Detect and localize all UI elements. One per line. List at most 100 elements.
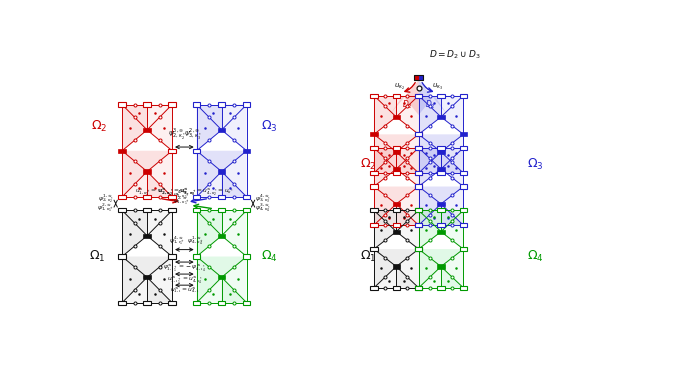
- Polygon shape: [441, 211, 463, 232]
- Polygon shape: [441, 204, 463, 225]
- Polygon shape: [441, 96, 463, 134]
- Polygon shape: [196, 104, 222, 130]
- Text: $D = D_2 \cup D_3$: $D = D_2 \cup D_3$: [429, 48, 481, 61]
- Polygon shape: [147, 171, 172, 197]
- Bar: [168, 149, 176, 153]
- Polygon shape: [441, 148, 463, 187]
- Polygon shape: [122, 277, 147, 303]
- Text: $\;\;\psi_{4,\kappa_4^+}^{1,\infty}$: $\;\;\psi_{4,\kappa_4^+}^{1,\infty}$: [184, 235, 205, 248]
- Bar: [392, 208, 400, 212]
- Polygon shape: [418, 211, 441, 232]
- Bar: [243, 195, 250, 199]
- Bar: [460, 223, 467, 227]
- Text: $\Omega_2$: $\Omega_2$: [360, 157, 376, 172]
- Bar: [370, 185, 378, 188]
- Polygon shape: [396, 211, 418, 249]
- Bar: [438, 167, 444, 171]
- Polygon shape: [196, 211, 222, 257]
- Text: $\Omega_3$: $\Omega_3$: [528, 157, 544, 172]
- Bar: [438, 94, 444, 98]
- Polygon shape: [374, 211, 396, 249]
- Polygon shape: [396, 96, 418, 117]
- Polygon shape: [441, 96, 463, 117]
- Text: $\psi_{2,\kappa_2^*}^{1,\infty}$: $\psi_{2,\kappa_2^*}^{1,\infty}$: [98, 193, 114, 206]
- Polygon shape: [441, 211, 463, 249]
- Bar: [243, 103, 250, 107]
- Bar: [370, 208, 378, 212]
- Bar: [370, 94, 378, 98]
- Bar: [144, 234, 151, 238]
- Bar: [415, 94, 423, 98]
- Bar: [415, 208, 423, 212]
- Polygon shape: [396, 148, 418, 169]
- Bar: [168, 301, 176, 305]
- Bar: [438, 264, 444, 269]
- Bar: [415, 247, 423, 251]
- Polygon shape: [418, 96, 441, 134]
- Bar: [144, 170, 151, 174]
- Text: $u_{\kappa_3}$: $u_{\kappa_3}$: [432, 82, 443, 92]
- Polygon shape: [374, 148, 396, 169]
- Bar: [460, 94, 467, 98]
- Polygon shape: [374, 204, 396, 225]
- Polygon shape: [122, 171, 147, 197]
- Text: $u_{\kappa_2}$: $u_{\kappa_2}$: [394, 82, 405, 92]
- Polygon shape: [390, 80, 418, 115]
- Bar: [193, 195, 201, 199]
- Bar: [218, 170, 225, 174]
- Polygon shape: [418, 211, 441, 249]
- Polygon shape: [147, 104, 172, 130]
- Polygon shape: [374, 96, 396, 134]
- Bar: [438, 223, 444, 227]
- Bar: [144, 208, 151, 212]
- Polygon shape: [222, 211, 247, 236]
- Bar: [415, 185, 423, 188]
- Text: $D_2$: $D_2$: [425, 99, 436, 111]
- Text: $\psi_{3,\kappa_3^*}^{2,\infty}$: $\psi_{3,\kappa_3^*}^{2,\infty}$: [183, 126, 201, 142]
- Bar: [414, 75, 423, 80]
- Bar: [218, 301, 225, 305]
- Polygon shape: [418, 134, 463, 152]
- Polygon shape: [147, 104, 172, 151]
- Polygon shape: [418, 152, 441, 173]
- Bar: [193, 254, 201, 259]
- Polygon shape: [418, 134, 441, 173]
- Bar: [193, 208, 201, 212]
- Bar: [370, 132, 378, 137]
- Bar: [438, 286, 444, 290]
- Bar: [144, 195, 151, 199]
- Polygon shape: [122, 211, 147, 236]
- Bar: [460, 146, 467, 150]
- Bar: [243, 254, 250, 259]
- Polygon shape: [374, 134, 396, 173]
- Polygon shape: [196, 104, 222, 151]
- Polygon shape: [222, 104, 247, 151]
- Polygon shape: [418, 80, 448, 115]
- Polygon shape: [374, 148, 396, 187]
- Bar: [168, 103, 176, 107]
- Bar: [415, 247, 423, 251]
- Bar: [243, 149, 250, 153]
- Bar: [460, 208, 467, 212]
- Polygon shape: [396, 187, 418, 225]
- Bar: [392, 286, 400, 290]
- Bar: [460, 132, 467, 137]
- Text: $\Omega_4$: $\Omega_4$: [261, 249, 278, 264]
- Text: $\psi_{3,\kappa_3^*}^{4,\infty}$: $\psi_{3,\kappa_3^*}^{4,\infty}$: [255, 193, 271, 206]
- Text: $\Omega_3$: $\Omega_3$: [261, 119, 278, 134]
- Polygon shape: [122, 257, 172, 277]
- Bar: [218, 208, 225, 212]
- Polygon shape: [222, 211, 247, 257]
- Text: $\psi_{1,\iota_1^+}^{4,\infty}\;\;$: $\psi_{1,\iota_1^+}^{4,\infty}\;\;$: [169, 235, 184, 248]
- Polygon shape: [396, 148, 418, 187]
- Polygon shape: [418, 267, 441, 288]
- Polygon shape: [222, 277, 247, 303]
- Bar: [438, 202, 444, 206]
- Bar: [218, 128, 225, 132]
- Bar: [193, 149, 201, 153]
- Bar: [415, 132, 423, 137]
- Polygon shape: [418, 187, 463, 204]
- Bar: [438, 208, 444, 212]
- Bar: [415, 208, 423, 212]
- Polygon shape: [374, 187, 418, 204]
